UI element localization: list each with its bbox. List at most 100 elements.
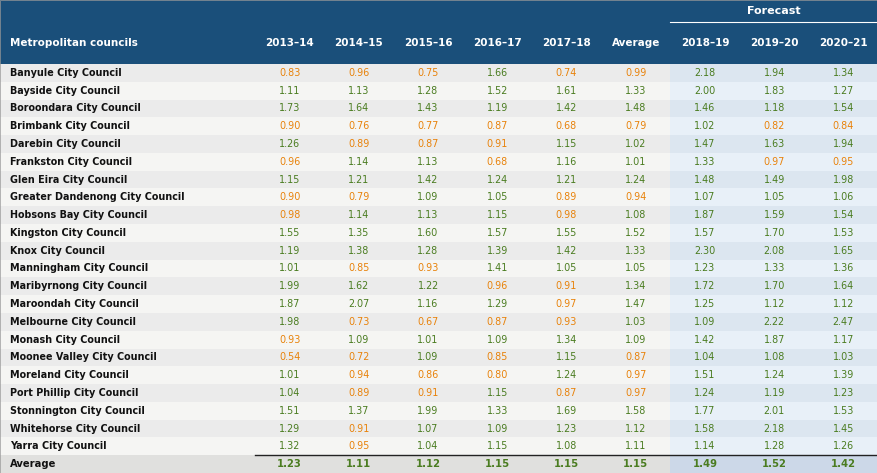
Text: 2018–19: 2018–19 [680,38,729,48]
Text: 1.83: 1.83 [763,86,784,96]
Text: 1.08: 1.08 [624,210,645,220]
Text: 1.33: 1.33 [624,86,645,96]
Text: 1.09: 1.09 [417,193,438,202]
Text: 1.63: 1.63 [763,139,784,149]
Text: 1.47: 1.47 [694,139,715,149]
Text: 1.57: 1.57 [486,228,508,238]
Text: 1.05: 1.05 [486,193,508,202]
Bar [0,295,877,313]
Bar [669,153,877,171]
Text: 0.97: 0.97 [624,370,645,380]
Bar [0,206,877,224]
Bar [0,313,877,331]
Text: 2.07: 2.07 [348,299,369,309]
Text: 0.94: 0.94 [624,193,645,202]
Text: 1.70: 1.70 [763,281,784,291]
Text: 1.08: 1.08 [763,352,784,362]
Text: 2016–17: 2016–17 [473,38,521,48]
Text: 1.47: 1.47 [624,299,645,309]
Text: 1.15: 1.15 [623,459,647,469]
Text: 1.45: 1.45 [831,423,853,434]
Text: 1.23: 1.23 [277,459,302,469]
Text: 1.87: 1.87 [763,334,784,345]
Text: 1.14: 1.14 [348,157,369,167]
Text: 0.85: 0.85 [348,263,369,273]
Text: 0.85: 0.85 [486,352,508,362]
Text: 1.87: 1.87 [279,299,300,309]
Text: 0.98: 0.98 [555,210,576,220]
Bar [0,384,877,402]
Text: 0.68: 0.68 [555,121,576,131]
Text: 1.15: 1.15 [553,459,579,469]
Bar [0,277,877,295]
Text: 0.79: 0.79 [624,121,645,131]
Text: Forecast: Forecast [746,6,800,16]
Bar [0,135,877,153]
Text: 0.87: 0.87 [486,121,508,131]
Text: 2.00: 2.00 [694,86,715,96]
Bar [669,171,877,188]
Text: 0.68: 0.68 [486,157,507,167]
Text: 2019–20: 2019–20 [749,38,797,48]
Text: 1.51: 1.51 [694,370,715,380]
Bar [669,242,877,260]
Text: 0.91: 0.91 [417,388,438,398]
Text: 0.89: 0.89 [555,193,576,202]
Bar [0,331,877,349]
Text: 0.84: 0.84 [831,121,853,131]
Text: 0.89: 0.89 [348,388,369,398]
Text: 0.54: 0.54 [279,352,300,362]
Text: 1.09: 1.09 [624,334,645,345]
Text: Port Phillip City Council: Port Phillip City Council [10,388,139,398]
Text: 0.95: 0.95 [831,157,853,167]
Text: 1.32: 1.32 [279,441,300,451]
Text: 1.41: 1.41 [486,263,508,273]
Bar [0,260,877,277]
Text: 0.90: 0.90 [279,121,300,131]
Bar [669,135,877,153]
Text: Bayside City Council: Bayside City Council [10,86,120,96]
Text: 1.48: 1.48 [624,104,645,114]
Bar [669,455,877,473]
Text: 2.01: 2.01 [763,406,784,416]
Text: 1.12: 1.12 [763,299,784,309]
Text: Darebin City Council: Darebin City Council [10,139,121,149]
Text: 0.93: 0.93 [279,334,300,345]
Text: 0.87: 0.87 [624,352,645,362]
Text: 1.64: 1.64 [831,281,853,291]
Text: 1.55: 1.55 [555,228,576,238]
Text: 1.57: 1.57 [694,228,715,238]
Text: Average: Average [10,459,56,469]
Text: 0.97: 0.97 [555,299,576,309]
Text: 2.47: 2.47 [831,317,853,327]
Bar [669,260,877,277]
Text: 1.15: 1.15 [486,441,508,451]
Text: 1.05: 1.05 [555,263,576,273]
Text: 1.12: 1.12 [831,299,853,309]
Text: 1.38: 1.38 [348,245,369,256]
Text: 1.05: 1.05 [624,263,645,273]
Text: 1.51: 1.51 [279,406,300,416]
Text: 1.07: 1.07 [694,193,715,202]
Text: 1.24: 1.24 [555,370,576,380]
Text: 1.26: 1.26 [832,441,853,451]
Text: 1.15: 1.15 [279,175,300,184]
Text: 1.09: 1.09 [694,317,715,327]
Text: 0.74: 0.74 [555,68,576,78]
Text: 1.21: 1.21 [555,175,576,184]
Text: 1.48: 1.48 [694,175,715,184]
Text: 1.03: 1.03 [831,352,853,362]
Text: 1.72: 1.72 [694,281,715,291]
Text: 0.96: 0.96 [348,68,369,78]
Text: 2020–21: 2020–21 [818,38,866,48]
Text: 1.69: 1.69 [555,406,576,416]
Text: 0.96: 0.96 [486,281,507,291]
Bar [669,295,877,313]
Text: 1.28: 1.28 [417,245,438,256]
Text: 0.97: 0.97 [763,157,784,167]
Text: 1.19: 1.19 [763,388,784,398]
Bar [669,99,877,117]
Text: 1.11: 1.11 [346,459,371,469]
Bar [669,224,877,242]
Text: 1.24: 1.24 [763,370,784,380]
